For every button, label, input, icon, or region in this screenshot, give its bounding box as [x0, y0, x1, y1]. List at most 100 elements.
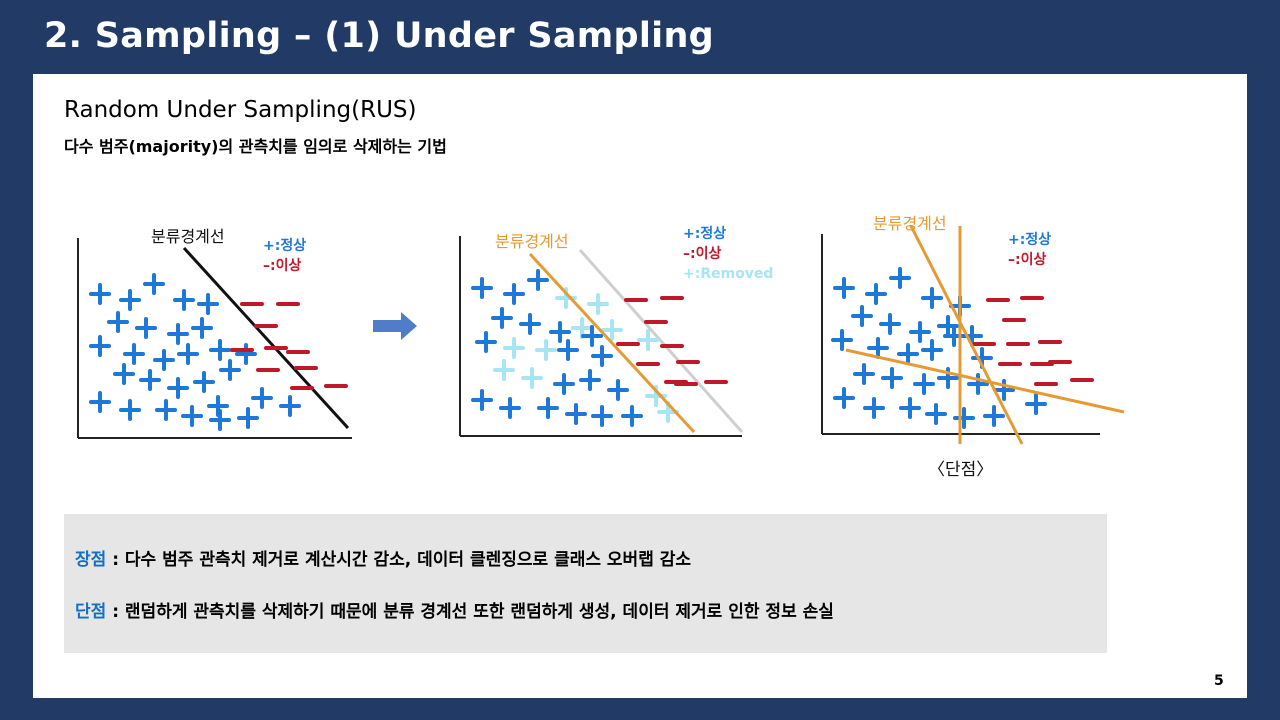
plus-marker — [571, 317, 593, 339]
plus-marker — [879, 313, 901, 335]
page-number: 5 — [1214, 673, 1224, 689]
plus-marker — [865, 283, 887, 305]
plus-marker — [527, 269, 549, 291]
plus-marker — [909, 321, 931, 343]
plus-marker — [601, 319, 623, 341]
plus-marker — [557, 339, 579, 361]
legend-positive: +:정상 — [1008, 232, 1052, 248]
plus-marker — [471, 277, 493, 299]
legend: +:정상 –:이상 — [1008, 230, 1051, 270]
plus-marker — [899, 397, 921, 419]
plus-marker — [579, 369, 601, 391]
plus-marker — [155, 399, 177, 421]
description: 다수 범주(majority)의 관측치를 임의로 삭제하는 기법 — [64, 137, 447, 156]
plus-marker — [197, 293, 219, 315]
diagram-random-boundaries — [821, 226, 1125, 445]
plus-marker — [89, 335, 111, 357]
legend: +:정상 –:이상 +:Removed — [683, 224, 773, 284]
weakness-label: 〈단점〉 — [928, 460, 994, 480]
plus-marker — [173, 289, 195, 311]
plus-marker — [921, 339, 943, 361]
plus-marker — [925, 403, 947, 425]
plus-marker — [167, 323, 189, 345]
cons-key: 단점 — [75, 602, 107, 622]
plus-marker — [503, 337, 525, 359]
plus-marker — [853, 363, 875, 385]
plus-marker — [607, 379, 629, 401]
plus-marker — [521, 367, 543, 389]
plus-marker — [831, 329, 853, 351]
plus-marker — [279, 395, 301, 417]
plus-marker — [581, 325, 603, 347]
plus-marker — [123, 343, 145, 365]
plus-marker — [921, 287, 943, 309]
plus-marker — [491, 307, 513, 329]
axes — [77, 238, 352, 439]
plus-marker — [983, 405, 1005, 427]
subtitle: Random Under Sampling(RUS) — [64, 97, 417, 123]
plus-marker — [235, 343, 257, 365]
plus-marker — [537, 397, 559, 419]
legend-positive: +:정상 — [263, 238, 307, 254]
old-boundary-line — [578, 249, 744, 433]
plus-marker — [535, 339, 557, 361]
plus-marker — [851, 305, 873, 327]
plus-marker — [113, 363, 135, 385]
plus-marker — [471, 389, 493, 411]
plus-marker — [833, 277, 855, 299]
plus-marker — [591, 345, 613, 367]
plus-marker — [591, 405, 613, 427]
plus-marker — [499, 397, 521, 419]
cons-row: 단점 : 랜덤하게 관측치를 삭제하기 때문에 분류 경계선 또한 랜덤하게 생… — [75, 597, 834, 622]
plus-marker — [143, 273, 165, 295]
legend: +:정상 –:이상 — [263, 236, 306, 276]
plus-marker — [863, 397, 885, 419]
pros-row: 장점 : 다수 범주 관측치 제거로 계산시간 감소, 데이터 클렌징으로 클래… — [75, 545, 691, 570]
plus-marker — [119, 289, 141, 311]
plus-marker — [237, 407, 259, 429]
right-arrow-icon — [373, 312, 417, 340]
plus-marker — [107, 311, 129, 333]
legend-removed: +:Removed — [683, 266, 774, 282]
plus-marker — [549, 321, 571, 343]
cons-text: : 랜덤하게 관측치를 삭제하기 때문에 분류 경계선 또한 랜덤하게 생성, … — [106, 602, 834, 622]
plus-marker — [475, 331, 497, 353]
plus-marker — [153, 349, 175, 371]
boundary-label: 분류경계선 — [873, 214, 947, 233]
plus-marker — [913, 373, 935, 395]
diagram-undersampled — [459, 236, 744, 437]
plus-marker — [193, 371, 215, 393]
legend-negative: –:이상 — [1008, 252, 1047, 268]
plus-marker — [251, 387, 273, 409]
plus-marker — [881, 367, 903, 389]
plus-marker — [553, 373, 575, 395]
plus-marker — [89, 283, 111, 305]
plus-marker — [897, 343, 919, 365]
summary-box — [64, 514, 1107, 653]
plus-marker — [89, 391, 111, 413]
plus-marker — [135, 317, 157, 339]
plus-marker — [867, 337, 889, 359]
plus-marker — [953, 407, 975, 429]
plus-marker — [177, 343, 199, 365]
axes — [459, 236, 742, 437]
slide-title: 2. Sampling – (1) Under Sampling — [44, 16, 715, 56]
plus-marker — [519, 313, 541, 335]
plus-marker — [493, 359, 515, 381]
plus-marker — [565, 403, 587, 425]
plus-marker — [637, 329, 659, 351]
random-boundary-lines — [845, 226, 1125, 445]
plus-marker — [207, 395, 229, 417]
plus-marker — [167, 377, 189, 399]
boundary-label: 분류경계선 — [495, 232, 569, 251]
pros-key: 장점 — [75, 550, 107, 570]
plus-marker — [587, 293, 609, 315]
diagram-original — [77, 238, 352, 439]
legend-positive: +:정상 — [683, 226, 727, 242]
legend-negative: –:이상 — [263, 258, 302, 274]
plus-marker — [889, 267, 911, 289]
plus-marker — [833, 387, 855, 409]
boundary-line — [182, 246, 350, 430]
plus-marker — [191, 317, 213, 339]
plus-marker — [181, 405, 203, 427]
